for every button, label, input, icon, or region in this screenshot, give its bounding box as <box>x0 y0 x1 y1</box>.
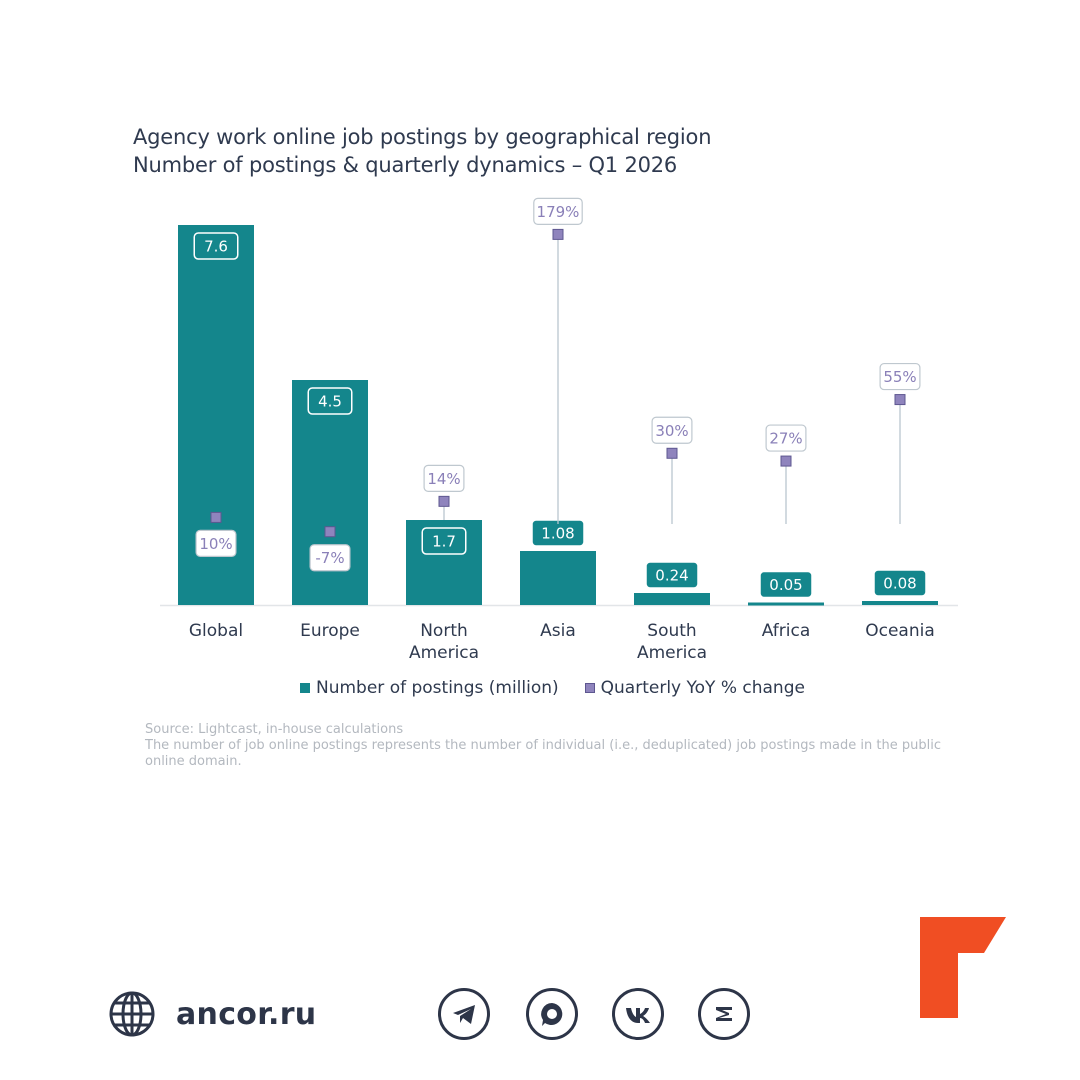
yoy-marker-1 <box>324 526 336 538</box>
category-label-line: Asia <box>540 621 576 641</box>
yoy-label-box-2 <box>423 464 465 492</box>
bar-value-box-5 <box>759 570 813 599</box>
category-label-line: Oceania <box>865 621 935 641</box>
chart-subtitle: Number of postings & quarterly dynamics … <box>133 153 678 177</box>
yoy-label-6: 55% <box>883 368 916 386</box>
source-note: Source: Lightcast, in-house calculations <box>145 722 404 737</box>
site-link[interactable]: ancor.ru <box>176 996 317 1032</box>
legend-swatch-yoy <box>584 683 595 693</box>
dzen-icon[interactable] <box>698 988 750 1040</box>
yoy-label-box-1 <box>309 544 351 572</box>
yoy-marker-4 <box>666 447 678 459</box>
category-label-5: Africa <box>762 621 811 641</box>
bar-value-label-4: 0.24 <box>655 567 688 585</box>
yoy-marker-3 <box>552 228 564 240</box>
max-messenger-icon[interactable] <box>526 988 578 1040</box>
category-label-6: Oceania <box>865 621 935 641</box>
legend-swatch-postings <box>300 683 310 693</box>
yoy-label-0: 10% <box>199 535 232 553</box>
bar-value-label-3: 1.08 <box>541 525 574 543</box>
category-label-line: South <box>647 621 696 641</box>
bar-value-box-1 <box>307 387 353 415</box>
category-label-2: North America <box>409 621 479 663</box>
category-label-line: Africa <box>762 621 811 641</box>
vk-icon[interactable] <box>612 988 664 1040</box>
yoy-label-2: 14% <box>427 470 460 488</box>
category-label-line: Europe <box>300 621 360 641</box>
yoy-marker-5 <box>780 455 792 467</box>
category-label-0: Global <box>189 621 243 641</box>
yoy-marker-0 <box>210 511 222 523</box>
chart-notes: Source: Lightcast, in-house calculations… <box>145 722 975 770</box>
bar-value-box-2 <box>421 527 467 555</box>
bar-value-box-4 <box>645 561 699 589</box>
yoy-label-box-6 <box>879 362 921 391</box>
chart-title-line-1: Agency work online job postings by geogr… <box>133 125 712 149</box>
bar-value-label-6: 0.08 <box>883 575 916 593</box>
bar-value-box-0 <box>193 232 239 260</box>
bar-5 <box>748 602 824 606</box>
category-label-3: Asia <box>540 621 576 641</box>
bar-3 <box>520 551 596 605</box>
yoy-label-box-4 <box>651 416 693 444</box>
globe-icon <box>109 991 155 1037</box>
legend-label-yoy: Quarterly YoY % change <box>600 678 805 698</box>
yoy-label-1: -7% <box>315 549 344 567</box>
chart-title: Agency work online job postings by geogr… <box>133 123 712 179</box>
category-label-line: America <box>637 643 707 663</box>
bar-value-box-6 <box>873 569 927 597</box>
legend-label-postings: Number of postings (million) <box>316 678 559 698</box>
category-label-4: South America <box>637 621 707 663</box>
category-label-line: Global <box>189 621 243 641</box>
bar-4 <box>634 593 710 605</box>
footer-site[interactable]: ancor.ru <box>108 990 316 1038</box>
yoy-label-box-3 <box>533 197 583 225</box>
yoy-marker-6 <box>894 394 906 406</box>
yoy-marker-2 <box>438 495 450 507</box>
category-label-line: North <box>420 621 468 641</box>
definition-note: The number of job online postings repres… <box>145 738 941 769</box>
bar-value-label-1: 4.5 <box>318 393 342 411</box>
bar-value-label-2: 1.7 <box>432 533 456 551</box>
category-label-line: America <box>409 643 479 663</box>
yoy-label-5: 27% <box>769 430 802 448</box>
bar-value-label-0: 7.6 <box>204 238 228 256</box>
yoy-label-box-0 <box>195 529 237 558</box>
telegram-icon[interactable] <box>438 988 490 1040</box>
yoy-label-3: 179% <box>537 203 580 221</box>
yoy-label-box-5 <box>765 424 807 452</box>
yoy-label-4: 30% <box>655 422 688 440</box>
ancor-logo <box>920 917 1006 1018</box>
bar-value-label-5: 0.05 <box>769 576 802 594</box>
chart-legend: Number of postings (million) Quarterly Y… <box>300 678 805 698</box>
category-label-1: Europe <box>300 621 360 641</box>
bar-6 <box>862 601 938 605</box>
